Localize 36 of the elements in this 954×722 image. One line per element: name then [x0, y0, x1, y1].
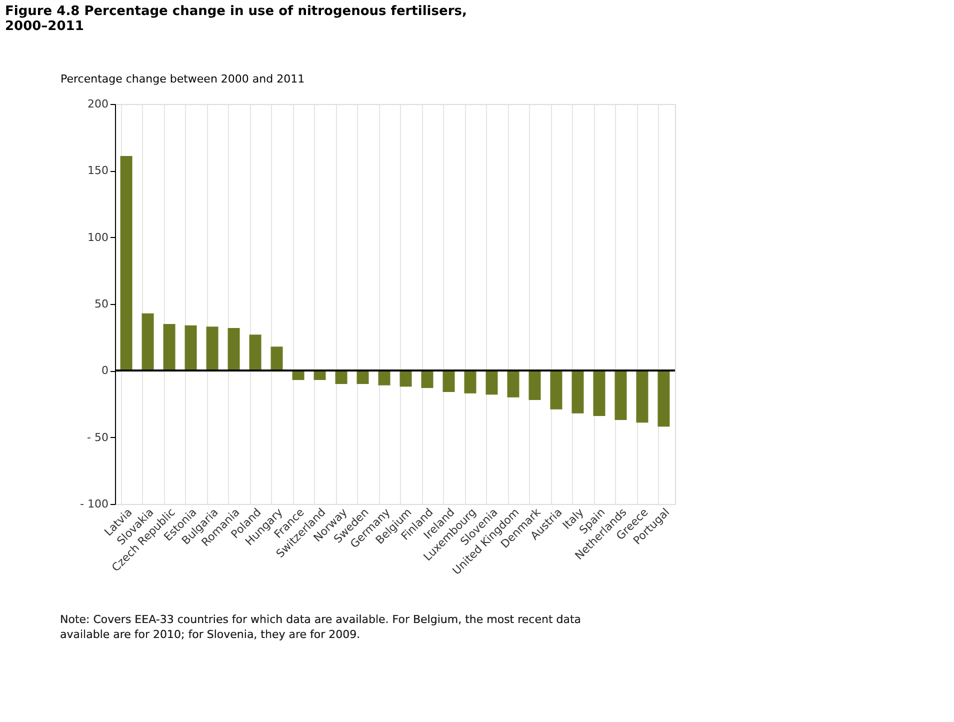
- bar: [421, 370, 434, 388]
- chart-title: Figure 4.8 Percentage change in use of nitrogenous fertilisers, 2000–2011: [5, 4, 467, 34]
- bar: [356, 370, 369, 384]
- bar: [528, 370, 541, 400]
- bar: [486, 370, 498, 395]
- bar: [442, 370, 455, 392]
- bar: [292, 370, 304, 380]
- bar: [378, 370, 390, 386]
- bar: [507, 370, 520, 398]
- bar: [464, 370, 476, 394]
- bar: [400, 370, 412, 387]
- bar: [270, 346, 283, 371]
- bar: [314, 370, 326, 380]
- bar: [614, 370, 627, 420]
- y-axis-title: Percentage change between 2000 and 2011: [60, 72, 305, 86]
- bar: [184, 325, 197, 371]
- bar: [228, 328, 240, 371]
- bar: [636, 370, 648, 423]
- bar: [658, 370, 670, 427]
- bar: [206, 326, 218, 371]
- bar: [335, 370, 348, 384]
- bar: [163, 324, 176, 371]
- bar: [120, 156, 132, 371]
- text: Note: Covers EEA-33 countries for which data are available. For Belgium, the most recent data available are for 2010; for Slovenia, they are for 2009.: [60, 613, 582, 641]
- y-tick-label: 200: [88, 98, 108, 110]
- bar: [142, 313, 154, 371]
- y-tick-label: - 100: [80, 498, 108, 510]
- y-tick-label: - 50: [87, 430, 108, 444]
- bar: [593, 370, 606, 416]
- bar: [249, 334, 262, 371]
- y-tick-label: 0: [102, 364, 108, 378]
- bar: [572, 370, 584, 414]
- y-tick-label: 50: [94, 298, 108, 310]
- bar: [550, 370, 562, 410]
- y-tick-label: 150: [88, 164, 108, 178]
- y-tick-label: 100: [88, 230, 108, 244]
